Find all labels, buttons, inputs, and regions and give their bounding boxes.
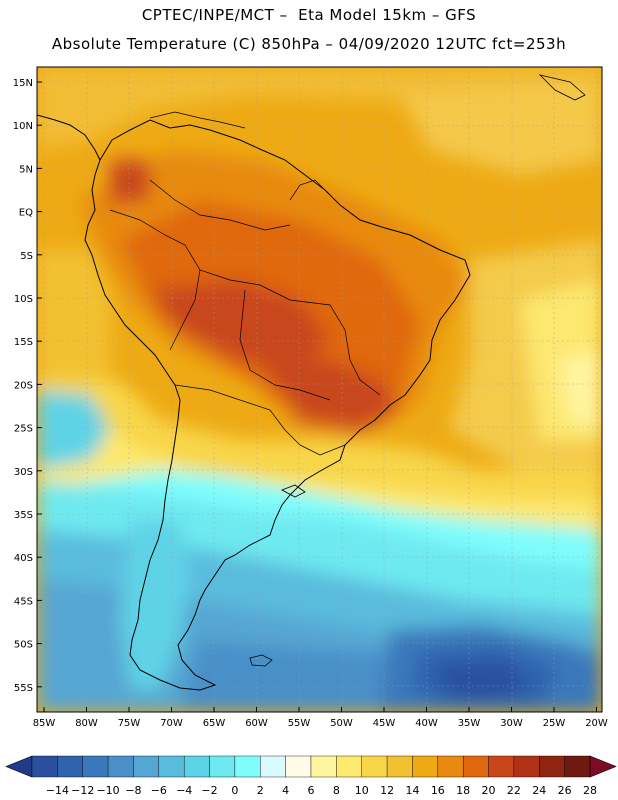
colorbar-swatch [513,755,540,778]
lon-label: 60W [245,718,268,729]
colorbar-swatch [336,755,362,778]
map-title-line2: Absolute Temperature (C) 850hPa – 04/09/… [51,35,567,53]
colorbar-label: 14 [405,784,419,797]
colorbar-label: 6 [308,784,315,797]
colorbar-swatch [310,755,337,778]
lat-label: 55S [14,683,33,694]
colorbar-label: 16 [431,784,445,797]
lon-label: 75W [118,718,141,729]
colorbar-over-arrow [589,755,617,778]
lon-label: 70W [160,718,183,729]
lat-label: 5N [19,164,33,175]
colorbar-swatch [133,755,160,778]
colorbar-label: 12 [380,784,394,797]
lon-label: 25W [543,718,566,729]
colorbar-label: −8 [125,784,141,797]
colorbar-swatch [260,755,286,778]
colorbar-swatch [564,755,591,778]
lon-label: 45W [373,718,396,729]
lon-label: 40W [415,718,438,729]
lat-label: 10N [13,121,33,132]
colorbar-under-arrow [5,755,33,778]
colorbar-swatch [437,755,464,778]
lat-label: 35S [14,510,33,521]
colorbar-label: 26 [558,784,572,797]
lon-label: 85W [33,718,56,729]
colorbar-label: −10 [96,784,119,797]
colorbar-swatch [361,755,388,778]
lat-label: 30S [14,467,33,478]
colorbar-label: 0 [231,784,238,797]
color-legend: −14 −12 −10 −8 −6 −4 −2 0 2 4 6 8 10 12 14 16 18 20 22 24 26… [5,755,617,797]
lon-label: 55W [288,718,311,729]
colorbar-label: 2 [257,784,264,797]
colorbar-swatch [412,755,439,778]
lon-label: 50W [330,718,353,729]
lat-label: EQ [19,208,33,219]
temperature-field [37,67,602,712]
colorbar-swatch [285,755,312,778]
colorbar-swatch [183,755,210,778]
coastline-central-america [37,114,101,161]
colorbar-label: 22 [507,784,521,797]
colorbar-swatch [539,755,565,778]
colorbar-label: 4 [282,784,289,797]
colorbar-label: −6 [151,784,167,797]
country-borders [109,179,381,456]
colorbar-swatch [31,755,58,778]
colorbar-label: −4 [176,784,192,797]
colorbar-label: 24 [532,784,546,797]
lat-label: 25S [14,424,33,435]
lon-label: 20W [585,718,608,729]
colorbar-swatch [82,755,109,778]
colorbar-swatch [107,755,134,778]
lat-label: 5S [20,251,33,262]
colorbar-label: 18 [456,784,470,797]
colorbar-label: 20 [482,784,496,797]
colorbar-swatch [57,755,83,778]
lat-label: 15N [13,78,33,89]
colorbar-label: −14 [46,784,69,797]
coastline-south-america [84,119,471,691]
longitude-axis: 85W 80W 75W 70W 65W 60W 55W 50W 45W 40W 35W 30W 25W 2… [33,707,608,729]
lat-label: 40S [14,553,33,564]
colorbar-swatch [488,755,515,778]
lon-label: 80W [75,718,98,729]
colorbar-label: 10 [355,784,369,797]
colorbar-swatch [462,755,489,778]
colorbar-swatch [209,755,236,778]
lat-label: 20S [14,380,33,391]
colorbar-swatch [158,755,185,778]
lon-label: 65W [203,718,226,729]
colorbar-swatch [234,755,261,778]
lat-label: 45S [14,596,33,607]
colorbar-label: 8 [333,784,340,797]
lat-label: 10S [14,294,33,305]
lat-label: 50S [14,640,33,651]
colorbar-label: −12 [71,784,94,797]
colorbar-label: 28 [583,784,597,797]
latitude-axis: 15N 10N 5N EQ 5S 10S 15S 20S 25S 30S 35S 40S 45S 50S 5… [13,78,42,694]
lat-label: 15S [14,337,33,348]
map-title-line1: CPTEC/INPE/MCT – Eta Model 15km – GFS [141,6,477,24]
lon-label: 35W [458,718,481,729]
colorbar-swatch [386,755,413,778]
lon-label: 30W [500,718,523,729]
colorbar-label: −2 [201,784,217,797]
